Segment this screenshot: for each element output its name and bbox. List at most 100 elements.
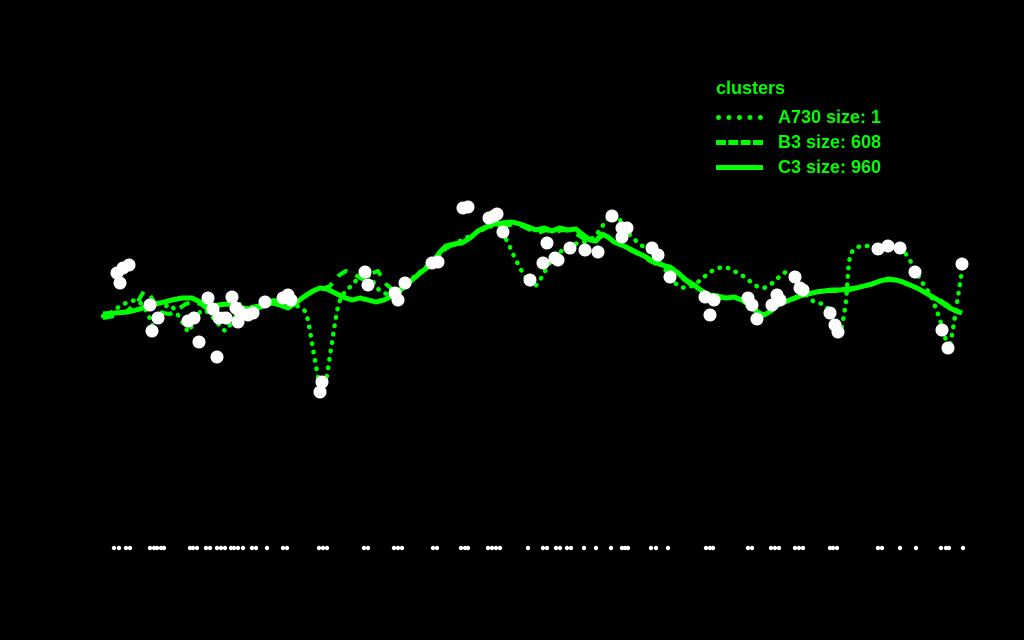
scatter-point [551, 253, 565, 267]
scatter-point [431, 255, 445, 269]
rug-point [710, 545, 716, 551]
scatter-point [615, 230, 629, 244]
rug-point [365, 545, 371, 551]
rug-point [214, 545, 220, 551]
rug-points [111, 545, 966, 551]
legend-label-c3: C3 size: 960 [778, 157, 882, 177]
scatter-point [908, 265, 922, 279]
scatter-point [391, 293, 405, 307]
rug-point [776, 545, 782, 551]
scatter-point [540, 236, 554, 250]
rug-point [938, 545, 944, 551]
rug-point [796, 545, 802, 551]
rug-point [648, 545, 654, 551]
rug-point [123, 545, 129, 551]
dashed-line-swatch [716, 140, 763, 145]
scatter-points [110, 200, 969, 399]
rug-point [792, 545, 798, 551]
scatter-point [955, 257, 969, 271]
scatter-point [490, 207, 504, 221]
rug-point [568, 545, 574, 551]
rug-point [525, 545, 531, 551]
rug-point [434, 545, 440, 551]
scatter-point [651, 248, 665, 262]
scatter-point [823, 306, 837, 320]
scatter-point [750, 312, 764, 326]
rug-point [830, 545, 836, 551]
scatter-point [773, 293, 787, 307]
scatter-point [536, 256, 550, 270]
rug-point [834, 545, 840, 551]
scatter-point [461, 200, 475, 214]
rug-point [553, 545, 559, 551]
rug-point [544, 545, 550, 551]
rug-point [316, 545, 322, 551]
scatter-point [788, 270, 802, 284]
rug-point [391, 545, 397, 551]
scatter-point [151, 311, 165, 325]
scatter-point [496, 225, 510, 239]
rug-point [749, 545, 755, 551]
rug-point [194, 545, 200, 551]
rug-point [497, 545, 503, 551]
legend-label-b3: B3 size: 608 [778, 132, 882, 152]
rug-point [800, 545, 806, 551]
legend-title: clusters [716, 78, 786, 98]
scatter-point [398, 276, 412, 290]
legend-item-c3: C3 size: 960 [716, 155, 881, 180]
series-a730-line [100, 211, 966, 396]
scatter-point [707, 293, 721, 307]
scatter-point [745, 298, 759, 312]
scatter-point [358, 265, 372, 279]
rug-point [897, 545, 903, 551]
rug-point [608, 545, 614, 551]
scatter-point [143, 298, 157, 312]
series-c3-line [102, 219, 963, 318]
scatter-point [187, 311, 201, 325]
scatter-point [145, 324, 159, 338]
rug-point [324, 545, 330, 551]
rug-point [147, 545, 153, 551]
rug-point [218, 545, 224, 551]
scatter-point [893, 241, 907, 255]
scatter-point [210, 350, 224, 364]
rug-point [557, 545, 563, 551]
rug-point [231, 545, 237, 551]
scatter-point [225, 290, 239, 304]
rug-point [946, 545, 952, 551]
rug-point [653, 545, 659, 551]
rug-point [703, 545, 709, 551]
scatter-point [258, 295, 272, 309]
scatter-point [935, 323, 949, 337]
scatter-point [523, 273, 537, 287]
rug-point [768, 545, 774, 551]
scatter-point [122, 258, 136, 272]
rug-point [284, 545, 290, 551]
legend: clusters A730 size: 1 B3 size: 608 C3 si… [716, 78, 881, 180]
rug-point [249, 545, 255, 551]
rug-point [280, 545, 286, 551]
rug-point [235, 545, 241, 551]
rug-point [489, 545, 495, 551]
rug-point [161, 545, 167, 551]
dotted-line-swatch [716, 115, 763, 120]
scatter-point [881, 239, 895, 253]
scatter-point [796, 283, 810, 297]
rug-point [116, 545, 122, 551]
rug-point [665, 545, 671, 551]
scatter-point [201, 291, 215, 305]
rug-point [493, 545, 499, 551]
legend-item-a730: A730 size: 1 [716, 105, 881, 130]
rug-point [485, 545, 491, 551]
scatter-point [831, 325, 845, 339]
rug-point [581, 545, 587, 551]
rug-point [593, 545, 599, 551]
rug-point [875, 545, 881, 551]
rug-point [399, 545, 405, 551]
rug-point [154, 545, 160, 551]
scatter-point [284, 293, 298, 307]
scatter-point [313, 385, 327, 399]
